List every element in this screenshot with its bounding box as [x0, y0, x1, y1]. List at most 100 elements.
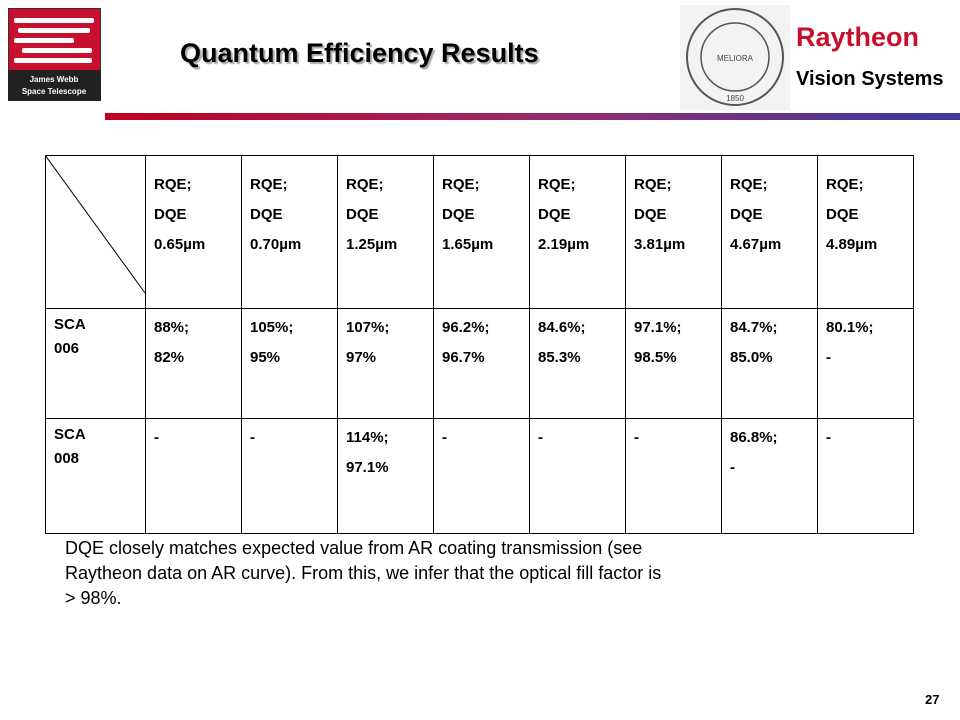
- jwst-logo: James Webb Space Telescope: [8, 8, 101, 101]
- label-line: SCA: [54, 316, 86, 333]
- header-line: RQE;: [730, 176, 768, 193]
- cell: -: [817, 418, 914, 534]
- rochester-seal: MELIORA 1850: [680, 5, 790, 110]
- header-line: 2.19µm: [538, 236, 590, 253]
- row-label: SCA 006: [45, 308, 146, 419]
- header-cell: RQE; DQE 4.89µm: [817, 155, 914, 309]
- cell: -: [241, 418, 338, 534]
- row-label: SCA 008: [45, 418, 146, 534]
- cell-line: 88%;: [154, 319, 190, 336]
- header-line: 4.67µm: [730, 236, 782, 253]
- summary-line: DQE closely matches expected value from …: [65, 538, 643, 558]
- cell-line: 105%;: [250, 319, 294, 336]
- summary-line: Raytheon data on AR curve). From this, w…: [65, 563, 662, 583]
- cell: 105%; 95%: [241, 308, 338, 419]
- header-bar: [105, 113, 960, 120]
- data-row: SCA 006 88%; 82% 105%; 95% 107%; 97% 96.2%; 96.7%…: [45, 308, 914, 419]
- header-cell: RQE; DQE 1.65µm: [433, 155, 530, 309]
- cell-line: -: [154, 429, 159, 446]
- cell-line: 98.5%: [634, 349, 677, 366]
- cell: 114%; 97.1%: [337, 418, 434, 534]
- cell-line: 85.0%: [730, 349, 773, 366]
- header-line: 4.89µm: [826, 236, 878, 253]
- header-line: 1.25µm: [346, 236, 398, 253]
- header-cell: RQE; DQE 3.81µm: [625, 155, 722, 309]
- header-cell: RQE; DQE 0.65µm: [145, 155, 242, 309]
- cell-line: 95%: [250, 349, 281, 366]
- header-line: RQE;: [346, 176, 384, 193]
- slide-title: Quantum Efficiency Results: [180, 38, 539, 68]
- cell-line: 86.8%;: [730, 429, 778, 446]
- cell: 107%; 97%: [337, 308, 434, 419]
- cell: -: [145, 418, 242, 534]
- summary: DQE closely matches expected value from …: [65, 536, 661, 611]
- label-line: 008: [54, 450, 80, 467]
- cell: 84.7%; 85.0%: [721, 308, 818, 419]
- cell-line: 85.3%: [538, 349, 581, 366]
- summary-line: > 98%.: [65, 588, 122, 608]
- cell-line: 84.6%;: [538, 319, 586, 336]
- label-line: SCA: [54, 426, 86, 443]
- header-line: RQE;: [826, 176, 864, 193]
- header-line: DQE: [250, 206, 283, 223]
- header-line: DQE: [730, 206, 763, 223]
- cell-line: 96.2%;: [442, 319, 490, 336]
- cell-line: -: [538, 429, 543, 446]
- header-cell: RQE; DQE 0.70µm: [241, 155, 338, 309]
- cell-line: 80.1%;: [826, 319, 874, 336]
- header-line: 0.65µm: [154, 236, 206, 253]
- header-line: RQE;: [250, 176, 288, 193]
- data-row: SCA 008 - - 114%; 97.1% - - - 86.8%; - -: [45, 418, 914, 534]
- cell-line: 97.1%: [346, 459, 389, 476]
- cell: 96.2%; 96.7%: [433, 308, 530, 419]
- logo-text: James Webb: [30, 75, 79, 84]
- header-line: DQE: [154, 206, 187, 223]
- page-number: 27: [925, 692, 940, 707]
- cell-line: -: [826, 349, 831, 366]
- seal-text: 1850: [726, 94, 744, 103]
- header-cell: RQE; DQE 1.25µm: [337, 155, 434, 309]
- header-line: RQE;: [538, 176, 576, 193]
- header-line: 0.70µm: [250, 236, 302, 253]
- cell-line: -: [250, 429, 255, 446]
- qe-table: RQE; DQE 0.65µm RQE; DQE 0.70µm RQE; DQE 1.25µm R…: [45, 155, 914, 534]
- cell: 88%; 82%: [145, 308, 242, 419]
- header-line: DQE: [634, 206, 667, 223]
- header-line: DQE: [538, 206, 571, 223]
- header-row: RQE; DQE 0.65µm RQE; DQE 0.70µm RQE; DQE 1.25µm R…: [45, 155, 914, 309]
- header-cell: RQE; DQE 2.19µm: [529, 155, 626, 309]
- header-line: DQE: [826, 206, 859, 223]
- header-line: 3.81µm: [634, 236, 686, 253]
- cell-line: -: [826, 429, 831, 446]
- cell: 84.6%; 85.3%: [529, 308, 626, 419]
- cell-line: -: [634, 429, 639, 446]
- label-line: 006: [54, 340, 80, 357]
- header-line: DQE: [346, 206, 379, 223]
- header-line: DQE: [442, 206, 475, 223]
- header-line: RQE;: [442, 176, 480, 193]
- cell: -: [433, 418, 530, 534]
- cell-line: 114%;: [346, 429, 389, 446]
- cell: -: [529, 418, 626, 534]
- cell-line: -: [442, 429, 447, 446]
- header-line: 1.65µm: [442, 236, 494, 253]
- corner-cell: [45, 155, 146, 309]
- cell-line: 84.7%;: [730, 319, 778, 336]
- division: Vision Systems: [796, 68, 944, 90]
- cell-line: 96.7%: [442, 349, 485, 366]
- cell: 80.1%; -: [817, 308, 914, 419]
- cell-line: 97%: [346, 349, 377, 366]
- raytheon-logo: Raytheon: [796, 22, 920, 52]
- cell-line: 82%: [154, 349, 185, 366]
- header-cell: RQE; DQE 4.67µm: [721, 155, 818, 309]
- cell: 97.1%; 98.5%: [625, 308, 722, 419]
- seal-text: MELIORA: [717, 54, 754, 63]
- cell: 86.8%; -: [721, 418, 818, 534]
- header-line: RQE;: [154, 176, 192, 193]
- logo-text: Space Telescope: [22, 87, 87, 96]
- header-line: RQE;: [634, 176, 672, 193]
- cell-line: 97.1%;: [634, 319, 682, 336]
- cell: -: [625, 418, 722, 534]
- cell-line: -: [730, 459, 735, 476]
